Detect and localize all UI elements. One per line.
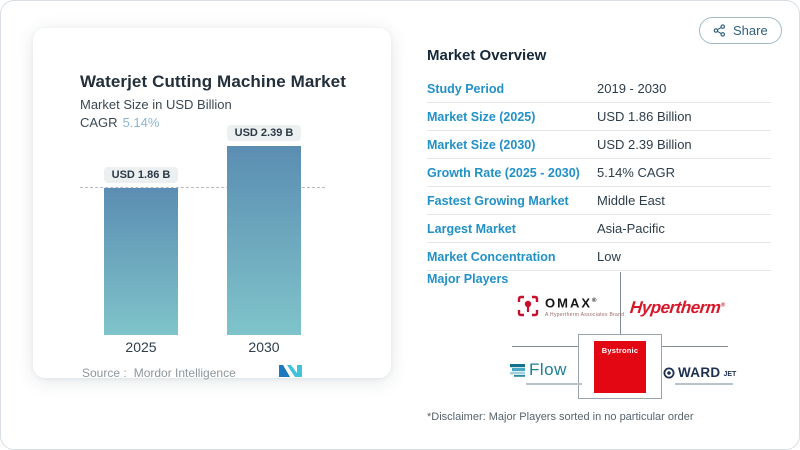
wardjet-wordmark-main: WARD <box>678 365 721 380</box>
row-value: Middle East <box>597 193 665 208</box>
row-label: Largest Market <box>427 221 516 236</box>
major-players-label: Major Players <box>427 272 509 286</box>
table-row: Fastest Growing Market Middle East <box>427 187 771 215</box>
row-value: USD 2.39 Billion <box>597 137 692 152</box>
wardjet-wordmark-sub: JET <box>723 371 737 378</box>
omax-target-icon <box>517 295 539 317</box>
source-value: Mordor Intelligence <box>133 366 236 380</box>
cagr-row: CAGR 5.14% <box>80 115 159 130</box>
row-value: 5.14% CAGR <box>597 165 676 180</box>
mordor-intelligence-logo-icon <box>279 365 302 377</box>
wardjet-logo: WARD JET <box>663 365 736 385</box>
divider-vertical <box>620 272 621 334</box>
table-row: Largest Market Asia-Pacific <box>427 215 771 243</box>
cagr-value: 5.14% <box>122 115 160 130</box>
cagr-label: CAGR <box>80 115 118 130</box>
bar-2030 <box>227 146 301 335</box>
table-row: Study Period 2019 - 2030 <box>427 75 771 103</box>
major-players-diagram: OMAX® A Hypertherm Associates Brand Hype… <box>420 265 778 405</box>
source-row: Source : Mordor Intelligence <box>82 366 236 380</box>
hypertherm-trademark: ® <box>720 302 725 309</box>
table-row: Market Size (2025) USD 1.86 Billion <box>427 103 771 131</box>
source-label: Source : <box>82 366 127 380</box>
wardjet-tagline-bar <box>675 383 733 385</box>
flow-logo: Flow <box>510 360 582 385</box>
omax-trademark: ® <box>592 298 597 305</box>
flow-tagline-bar <box>526 383 582 385</box>
row-value: 2019 - 2030 <box>597 81 667 96</box>
row-value: Asia-Pacific <box>597 221 665 236</box>
flow-stripes-icon <box>510 363 525 377</box>
hypertherm-wordmark: Hypertherm <box>629 298 722 317</box>
bar-2025 <box>104 188 178 335</box>
row-label: Market Concentration <box>427 249 556 264</box>
market-chart-card: Waterjet Cutting Machine Market Market S… <box>33 28 391 380</box>
row-label: Growth Rate (2025 - 2030) <box>427 165 580 180</box>
chart-title: Waterjet Cutting Machine Market <box>80 72 347 91</box>
omax-logo: OMAX® A Hypertherm Associates Brand <box>516 294 624 318</box>
row-value: Low <box>597 249 621 264</box>
hypertherm-logo: Hypertherm® <box>629 298 725 318</box>
bar-value-label-2025: USD 1.86 B <box>104 167 178 183</box>
omax-wordmark: OMAX® <box>545 295 597 311</box>
share-button-label: Share <box>733 23 768 38</box>
share-icon <box>713 24 726 37</box>
reference-dashed-line <box>80 187 325 188</box>
x-axis-label-2025: 2025 <box>125 339 157 355</box>
overview-title: Market Overview <box>427 47 547 64</box>
table-row: Growth Rate (2025 - 2030) 5.14% CAGR <box>427 159 771 187</box>
disclaimer-text: *Disclaimer: Major Players sorted in no … <box>427 411 694 423</box>
x-axis-label-2030: 2030 <box>248 339 280 355</box>
share-button[interactable]: Share <box>699 17 782 44</box>
table-row: Market Size (2030) USD 2.39 Billion <box>427 131 771 159</box>
chart-subtitle: Market Size in USD Billion <box>80 97 232 112</box>
divider-horizontal-right <box>662 346 728 347</box>
omax-tagline: A Hypertherm Associates Brand <box>545 311 625 318</box>
flow-wordmark: Flow <box>529 360 567 379</box>
bar-chart: USD 1.86 B USD 2.39 B 2025 2030 <box>33 118 391 355</box>
row-value: USD 1.86 Billion <box>597 109 692 124</box>
bystronic-wordmark: Bystronic <box>601 346 639 355</box>
wardjet-ring-icon <box>663 367 675 378</box>
row-label: Fastest Growing Market <box>427 193 569 208</box>
bar-value-label-2030: USD 2.39 B <box>227 125 301 141</box>
bystronic-logo: Bystronic <box>594 341 646 393</box>
table-row: Market Concentration Low <box>427 243 771 271</box>
row-label: Market Size (2025) <box>427 109 536 124</box>
row-label: Study Period <box>427 81 505 96</box>
overview-table: Study Period 2019 - 2030 Market Size (20… <box>427 75 771 271</box>
divider-horizontal-left <box>512 346 578 347</box>
row-label: Market Size (2030) <box>427 137 536 152</box>
